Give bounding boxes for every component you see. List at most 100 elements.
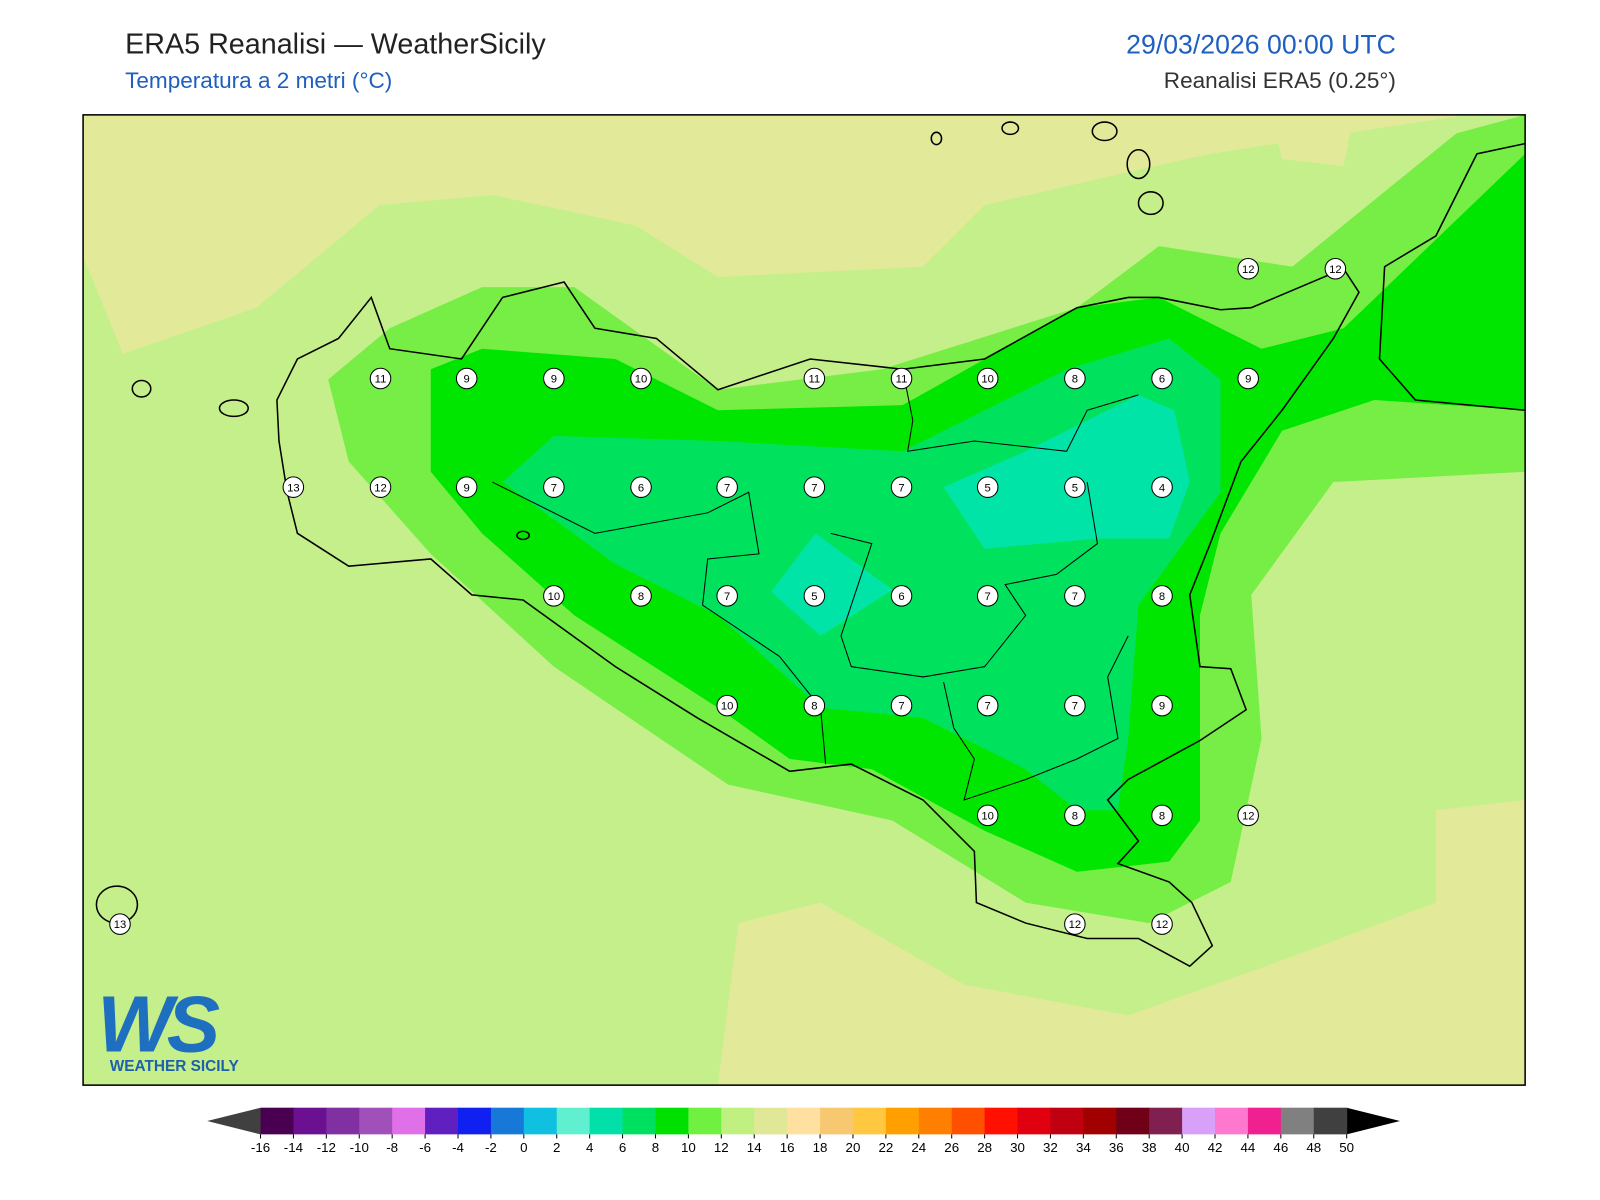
colorbar-tick-label: 48 xyxy=(1306,1140,1321,1155)
station-marker xyxy=(1064,367,1086,390)
station-value: 6 xyxy=(898,591,904,603)
station-value: 7 xyxy=(724,482,730,494)
station-value: 8 xyxy=(811,701,817,713)
colorbar-tick-label: -8 xyxy=(386,1140,398,1155)
station-value: 7 xyxy=(898,701,904,713)
station-marker xyxy=(543,367,565,390)
station-value: 6 xyxy=(1159,374,1165,386)
colorbar-swatch xyxy=(490,1107,525,1135)
station-marker xyxy=(1064,804,1086,827)
station-value: 9 xyxy=(551,374,557,386)
colorbar-tick-label: 30 xyxy=(1010,1140,1025,1155)
station-value: 7 xyxy=(1072,591,1078,603)
map-area: 12 12 11 9 9 10 11 11 10 8 6 9 13 12 9 7 6 7 7 7 5 5 4 10 8 7 5 6 7 7… xyxy=(83,114,1526,1086)
station-value: 8 xyxy=(1072,374,1078,386)
station-marker xyxy=(976,367,999,390)
station-marker xyxy=(890,476,913,498)
colorbar-swatch xyxy=(457,1107,492,1135)
station-value: 7 xyxy=(724,591,730,603)
station-value: 5 xyxy=(811,591,817,603)
station-marker xyxy=(803,367,826,390)
station-marker xyxy=(369,367,392,390)
colorbar-swatch xyxy=(359,1107,393,1135)
station-marker xyxy=(1151,585,1173,607)
temp-band xyxy=(771,533,893,636)
colorbar-tick-label: 42 xyxy=(1208,1140,1223,1155)
colorbar-swatch xyxy=(622,1107,656,1135)
station-marker xyxy=(1237,257,1259,280)
station-value: 7 xyxy=(985,701,991,713)
colorbar-swatch xyxy=(1083,1107,1117,1135)
source: Reanalisi ERA5 (0.25°) xyxy=(1164,68,1396,93)
station-marker xyxy=(369,476,392,498)
station-marker xyxy=(803,585,826,607)
colorbar-tick-label: 22 xyxy=(878,1140,893,1155)
colorbar-swatch xyxy=(787,1107,821,1135)
station-value: 4 xyxy=(1159,482,1165,494)
colorbar-swatch xyxy=(1215,1107,1249,1135)
colorbar-tick-label: 26 xyxy=(944,1140,959,1155)
coastline xyxy=(95,121,1526,968)
colorbar-swatch xyxy=(951,1107,986,1135)
colorbar-tick-label: -6 xyxy=(419,1140,431,1155)
station-marker xyxy=(1237,804,1259,827)
colorbar-tick-label: 28 xyxy=(977,1140,992,1155)
station-marker xyxy=(1151,694,1173,717)
station-value: 12 xyxy=(1242,264,1255,276)
colorbar-tick-label: 36 xyxy=(1109,1140,1124,1155)
title: ERA5 Reanalisi — WeatherSicily xyxy=(125,28,546,60)
colorbar-swatch xyxy=(852,1107,887,1135)
colorbar-tick-label: 50 xyxy=(1339,1140,1354,1155)
colorbar-swatch xyxy=(326,1107,360,1135)
station-value: 11 xyxy=(896,374,908,386)
station-marker xyxy=(890,694,913,717)
station-value: 6 xyxy=(638,482,644,494)
colorbar-swatch xyxy=(1149,1107,1183,1135)
temp-band xyxy=(717,800,1526,1086)
colorbar-swatch xyxy=(260,1107,294,1135)
colorbar-swatch xyxy=(1116,1107,1150,1135)
station-value: 5 xyxy=(985,482,991,494)
station-value: 7 xyxy=(985,591,991,603)
colorbar-tick-label: -16 xyxy=(251,1140,270,1155)
colorbar-swatch xyxy=(1050,1107,1084,1135)
station-marker xyxy=(716,585,738,607)
station-marker xyxy=(890,367,913,390)
logo: WS WEATHER SICILY xyxy=(97,979,238,1074)
station-marker xyxy=(455,367,478,390)
station-marker xyxy=(803,694,826,717)
colorbar-tick-label: -2 xyxy=(485,1140,497,1155)
station-marker xyxy=(976,694,999,717)
colorbar-tick-label: 16 xyxy=(780,1140,795,1155)
colorbar-tick-label: 18 xyxy=(813,1140,828,1155)
colorbar-swatch xyxy=(523,1107,558,1135)
logo-text: WEATHER SICILY xyxy=(110,1058,239,1075)
colorbar-tick-label: 32 xyxy=(1043,1140,1058,1155)
station-value: 13 xyxy=(287,482,300,494)
colorbar-tick-label: 44 xyxy=(1241,1140,1256,1155)
station-marker xyxy=(282,476,305,498)
station-marker xyxy=(455,476,478,498)
colorbar-swatch xyxy=(1017,1107,1051,1135)
station-value: 9 xyxy=(1159,701,1165,713)
colorbar-swatch xyxy=(1247,1107,1282,1135)
station-marker xyxy=(543,476,565,498)
station-value: 8 xyxy=(1072,810,1078,822)
colorbar-tick-label: 38 xyxy=(1142,1140,1157,1155)
colorbar-tick-label: -10 xyxy=(350,1140,369,1155)
station-value: 13 xyxy=(114,919,127,931)
colorbar-tick-label: 10 xyxy=(681,1140,696,1155)
station-value: 12 xyxy=(1329,264,1342,276)
station-value: 8 xyxy=(1159,591,1165,603)
colorbar-tick-label: 2 xyxy=(553,1140,560,1155)
station-marker xyxy=(976,476,999,498)
colorbar-swatch xyxy=(556,1107,591,1135)
station-marker xyxy=(716,476,738,498)
station-marker xyxy=(1237,367,1259,390)
colorbar-tick-label: 6 xyxy=(619,1140,626,1155)
colorbar-swatch xyxy=(293,1107,327,1135)
temp-band xyxy=(83,114,1467,354)
colorbar-swatch xyxy=(655,1107,689,1135)
station-marker xyxy=(630,476,652,498)
